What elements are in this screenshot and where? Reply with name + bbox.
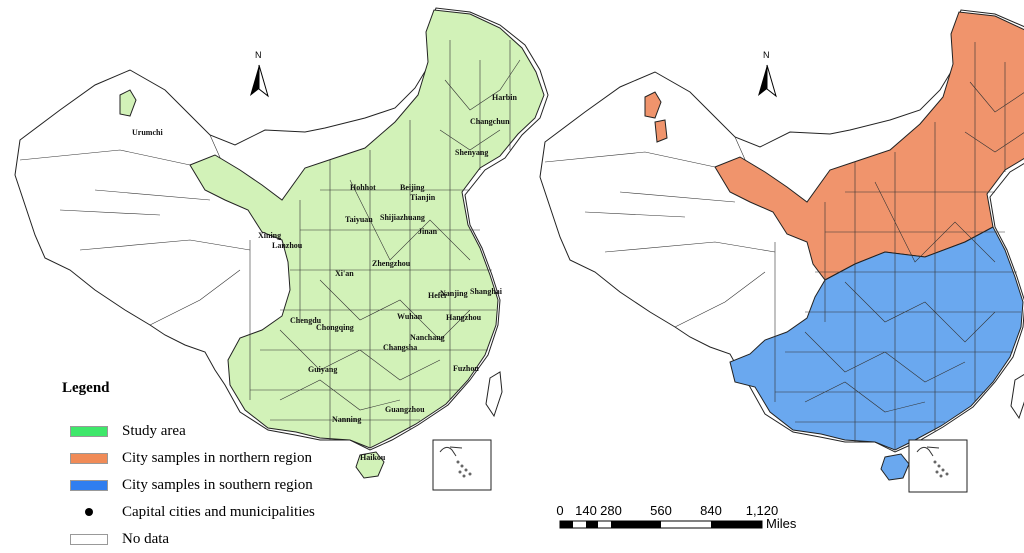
city-label: Shijiazhuang	[380, 213, 425, 222]
legend-label: City samples in northern region	[122, 449, 312, 466]
city-label: Chengdu	[290, 316, 322, 325]
taiwan-island	[1010, 373, 1024, 419]
right-map: N	[539, 9, 1024, 493]
svg-text:Miles: Miles	[766, 516, 797, 531]
city-label: Fuzhou	[453, 364, 479, 373]
no-data-swatch	[70, 533, 108, 545]
svg-text:0: 0	[556, 503, 563, 518]
svg-text:1,120: 1,120	[746, 503, 779, 518]
hainan-island	[880, 453, 910, 481]
svg-text:840: 840	[700, 503, 722, 518]
svg-text:140: 140	[575, 503, 597, 518]
city-label: Lanzhou	[272, 241, 303, 250]
city-label: Changsha	[383, 343, 417, 352]
north-arrow-icon	[758, 65, 767, 96]
svg-text:560: 560	[650, 503, 672, 518]
capital-dot-icon	[70, 507, 108, 518]
scale-bar: 0 140 280 560 840 1,120 Miles	[556, 503, 796, 531]
city-label: Hohhot	[350, 183, 376, 192]
northern-urumchi	[644, 91, 662, 119]
city-label: Changchun	[470, 117, 510, 126]
city-label: Harbin	[492, 93, 517, 102]
legend-title: Legend	[62, 380, 110, 396]
city-label: Shanghai	[470, 287, 503, 296]
city-label: Zhengzhou	[372, 259, 411, 268]
legend-label: City samples in southern region	[122, 476, 313, 493]
legend-label: Capital cities and municipalities	[122, 503, 315, 520]
legend-item-capitals: Capital cities and municipalities	[70, 503, 315, 521]
city-label: Jinan	[418, 227, 438, 236]
city-label: Nanjing	[440, 289, 468, 298]
city-label: Haikou	[360, 453, 386, 462]
northern-region	[714, 11, 1024, 281]
northern-patch	[654, 119, 668, 143]
city-label: Hefei	[428, 291, 447, 300]
northern-swatch	[70, 452, 108, 464]
city-label: Xi'an	[335, 269, 354, 278]
legend-item-study-area: Study area	[70, 422, 186, 440]
city-label: Wuhan	[397, 312, 423, 321]
city-label: Chongqing	[316, 323, 354, 332]
city-label: Shenyang	[455, 148, 488, 157]
left-map: Harbin Changchun Shenyang Urumchi Hohhot…	[14, 7, 549, 491]
north-arrow-icon	[250, 65, 259, 96]
city-label: Guangzhou	[385, 405, 425, 414]
city-label: Taiyuan	[345, 215, 373, 224]
study-area-swatch	[70, 425, 108, 437]
north-arrow-right: N	[758, 50, 777, 98]
city-label: Nanning	[332, 415, 361, 424]
city-label: Tianjin	[410, 193, 436, 202]
southern-swatch	[70, 479, 108, 491]
city-labels: Harbin Changchun Shenyang Urumchi Hohhot…	[132, 93, 517, 462]
city-label: Hangzhou	[446, 313, 482, 322]
southern-region	[729, 226, 1024, 451]
svg-text:N: N	[255, 50, 262, 60]
legend-item-northern: City samples in northern region	[70, 449, 312, 467]
svg-text:N: N	[763, 50, 770, 60]
inset-map-left	[432, 439, 492, 491]
city-label: Urumchi	[132, 128, 163, 137]
taiwan-island	[485, 371, 503, 417]
city-label: Guiyang	[308, 365, 337, 374]
legend-label: Study area	[122, 422, 186, 439]
city-label: Beijing	[400, 183, 424, 192]
legend-item-southern: City samples in southern region	[70, 476, 313, 494]
svg-text:280: 280	[600, 503, 622, 518]
legend-item-no-data: No data	[70, 530, 169, 548]
north-arrow-left: N	[250, 50, 269, 98]
city-label: Nanchang	[410, 333, 445, 342]
legend-label: No data	[122, 530, 170, 547]
inset-map-right	[908, 439, 968, 493]
city-label: Xining	[258, 231, 281, 240]
